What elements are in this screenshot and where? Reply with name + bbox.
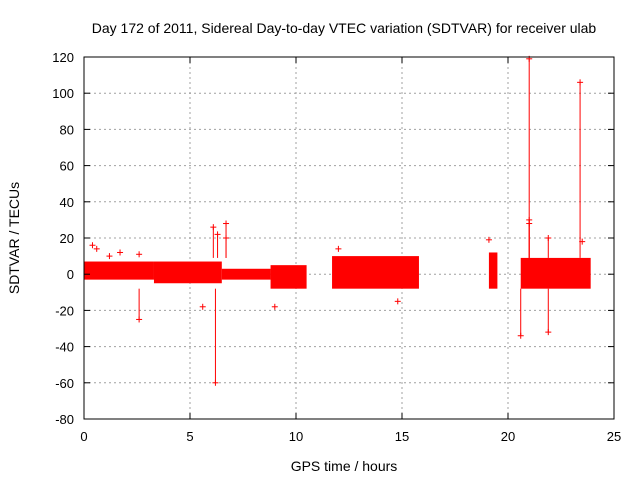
data-point — [106, 253, 113, 260]
y-tick-label: -80 — [55, 412, 74, 427]
y-tick-label: 20 — [60, 231, 74, 246]
data-band-seg7 — [520, 257, 591, 289]
x-tick-label: 5 — [186, 429, 193, 444]
data-band-seg2 — [153, 261, 222, 284]
y-tick-label: -60 — [55, 376, 74, 391]
data-point — [136, 251, 143, 258]
data-point — [577, 79, 584, 258]
grid — [84, 57, 614, 419]
data-band-seg3 — [221, 268, 271, 280]
data-band-seg1 — [84, 261, 154, 280]
y-tick-label: 0 — [67, 267, 74, 282]
data-point — [579, 238, 586, 245]
data-point — [526, 55, 533, 258]
data-point — [212, 288, 219, 386]
x-tick-label: 15 — [395, 429, 409, 444]
y-tick-label: 80 — [60, 122, 74, 137]
data-point — [517, 288, 524, 339]
chart-title: Day 172 of 2011, Sidereal Day-to-day VTE… — [92, 20, 597, 36]
x-axis-label: GPS time / hours — [291, 458, 398, 474]
y-tick-labels: -80 -60 -40 -20 0 20 40 60 80 100 120 — [52, 50, 74, 427]
x-tick-labels: 0 5 10 15 20 25 — [80, 429, 621, 444]
data-point — [545, 288, 552, 336]
x-tick-label: 20 — [501, 429, 515, 444]
data-band-seg4 — [270, 265, 307, 289]
y-tick-label: 40 — [60, 195, 74, 210]
data-point — [223, 235, 230, 258]
y-tick-label: -20 — [55, 303, 74, 318]
y-tick-label: 100 — [52, 86, 74, 101]
y-axis-label: SDTVAR / TECUs — [6, 182, 22, 294]
data-point — [199, 303, 206, 310]
data-points — [84, 55, 591, 386]
data-point — [485, 236, 492, 243]
data-point — [271, 303, 278, 310]
y-tick-label: -40 — [55, 340, 74, 355]
data-point — [136, 288, 143, 323]
ticks — [83, 56, 615, 420]
x-tick-label: 10 — [289, 429, 303, 444]
data-point — [394, 298, 401, 305]
y-tick-label: 60 — [60, 159, 74, 174]
data-point — [210, 224, 217, 258]
y-tick-label: 120 — [52, 50, 74, 65]
data-point — [545, 235, 552, 258]
data-point — [214, 231, 221, 258]
data-band-seg6 — [488, 252, 498, 289]
data-point — [93, 245, 100, 252]
x-tick-label: 25 — [607, 429, 621, 444]
data-point — [89, 242, 96, 249]
data-point — [335, 245, 342, 252]
data-band-seg5 — [332, 256, 419, 289]
data-point — [117, 249, 124, 256]
x-tick-label: 0 — [80, 429, 87, 444]
